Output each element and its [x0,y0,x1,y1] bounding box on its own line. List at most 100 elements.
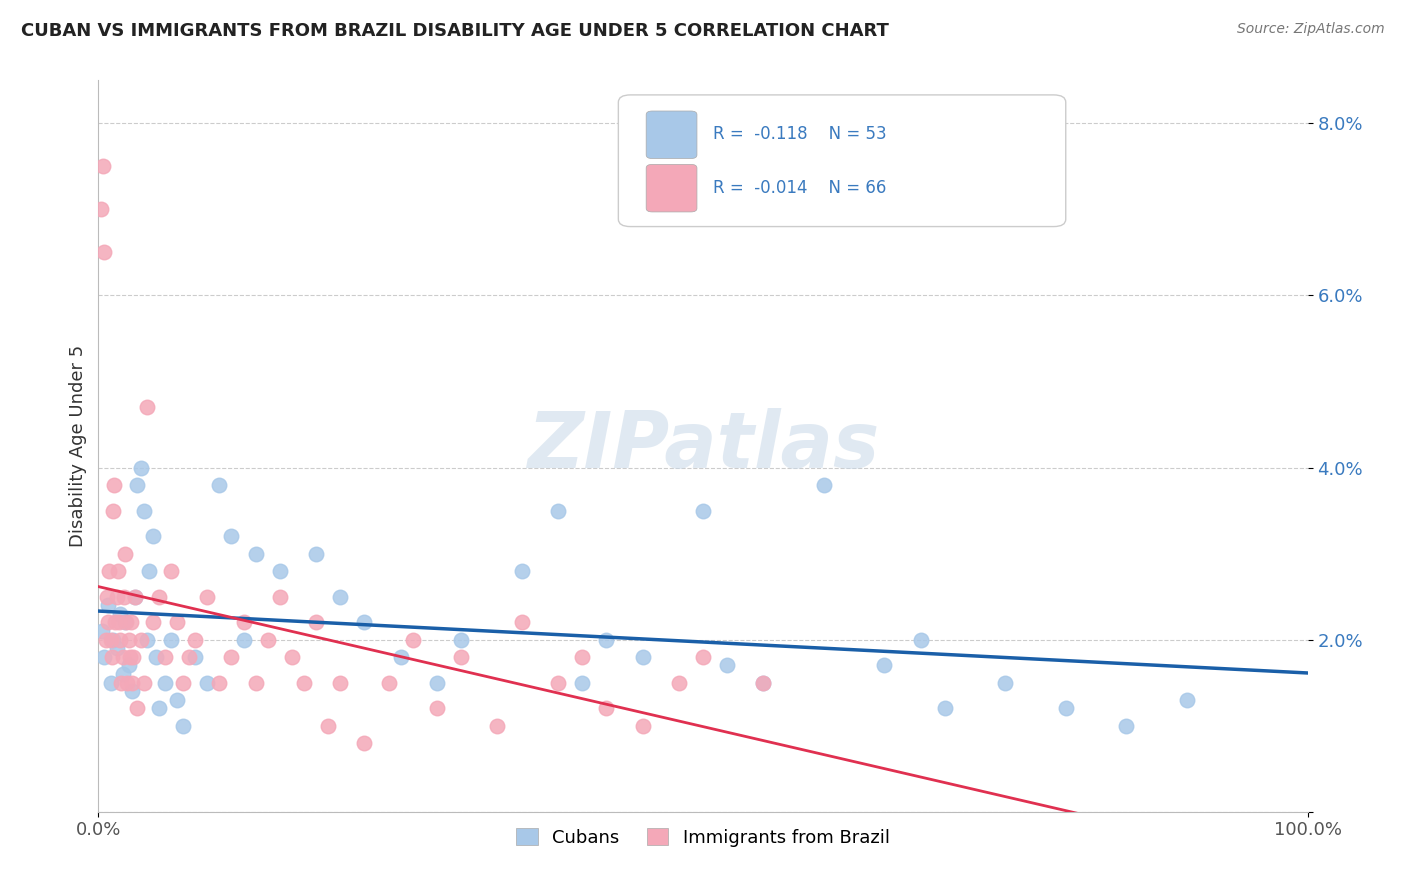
Point [305,547,328,561]
Point [208,477,231,491]
Point [426,675,449,690]
Point [100,649,122,664]
Point [160,632,183,647]
Point [129,460,152,475]
Point [93,245,115,260]
Point [135,401,157,415]
Point [510,564,533,578]
Point [97,615,120,630]
Point [195,675,218,690]
Point [112,590,135,604]
Point [122,649,145,664]
Point [873,658,896,673]
Point [135,632,157,647]
Point [153,675,176,690]
Point [281,649,304,664]
Point [142,529,165,543]
Point [108,607,131,621]
Text: Source: ZipAtlas.com: Source: ZipAtlas.com [1237,22,1385,37]
Point [910,632,932,647]
Point [353,615,375,630]
Point [97,598,120,612]
Point [100,675,122,690]
Point [595,701,617,715]
Point [166,693,188,707]
Point [138,564,160,578]
Point [117,675,139,690]
Point [121,684,143,698]
Point [1115,719,1137,733]
FancyBboxPatch shape [647,164,697,212]
Point [127,477,149,491]
Point [134,675,156,690]
Point [94,632,117,647]
Point [292,675,315,690]
Point [114,547,136,561]
Point [353,736,375,750]
Point [110,675,132,690]
Point [813,477,835,491]
Point [571,649,593,664]
Point [232,632,254,647]
Point [668,675,690,690]
Point [994,675,1017,690]
Point [1054,701,1077,715]
FancyBboxPatch shape [619,95,1066,227]
Point [547,503,569,517]
Y-axis label: Disability Age Under 5: Disability Age Under 5 [69,345,87,547]
Point [316,719,339,733]
Point [108,615,131,630]
Point [120,615,142,630]
Point [305,615,328,630]
Point [631,719,654,733]
Point [101,632,124,647]
Point [245,547,267,561]
Text: R =  -0.014    N = 66: R = -0.014 N = 66 [713,178,886,197]
Point [111,649,134,664]
Point [114,615,136,630]
Point [124,590,146,604]
Point [118,658,141,673]
Point [111,667,134,681]
Point [105,590,128,604]
Text: CUBAN VS IMMIGRANTS FROM BRAZIL DISABILITY AGE UNDER 5 CORRELATION CHART: CUBAN VS IMMIGRANTS FROM BRAZIL DISABILI… [21,22,889,40]
Point [118,632,141,647]
Point [269,564,291,578]
Point [160,564,183,578]
Point [172,675,194,690]
Point [107,564,129,578]
Text: R =  -0.118    N = 53: R = -0.118 N = 53 [713,126,886,144]
Point [134,503,156,517]
Point [104,615,127,630]
Point [91,624,114,638]
Point [129,632,152,647]
Point [934,701,956,715]
Point [269,590,291,604]
Point [377,675,399,690]
Point [96,590,118,604]
Point [121,675,143,690]
Point [450,632,472,647]
Point [486,719,509,733]
Point [631,649,654,664]
Point [105,641,128,656]
Point [93,649,115,664]
Point [547,675,569,690]
Point [127,701,149,715]
Point [108,632,131,647]
Point [208,675,231,690]
Point [166,615,188,630]
Point [595,632,617,647]
Text: ZIPatlas: ZIPatlas [527,408,879,484]
Point [221,649,243,664]
Point [221,529,243,543]
Point [115,615,138,630]
Point [232,615,254,630]
Point [100,632,122,647]
Point [195,590,218,604]
Point [389,649,412,664]
Point [172,719,194,733]
Point [716,658,738,673]
FancyBboxPatch shape [647,111,697,159]
Point [426,701,449,715]
